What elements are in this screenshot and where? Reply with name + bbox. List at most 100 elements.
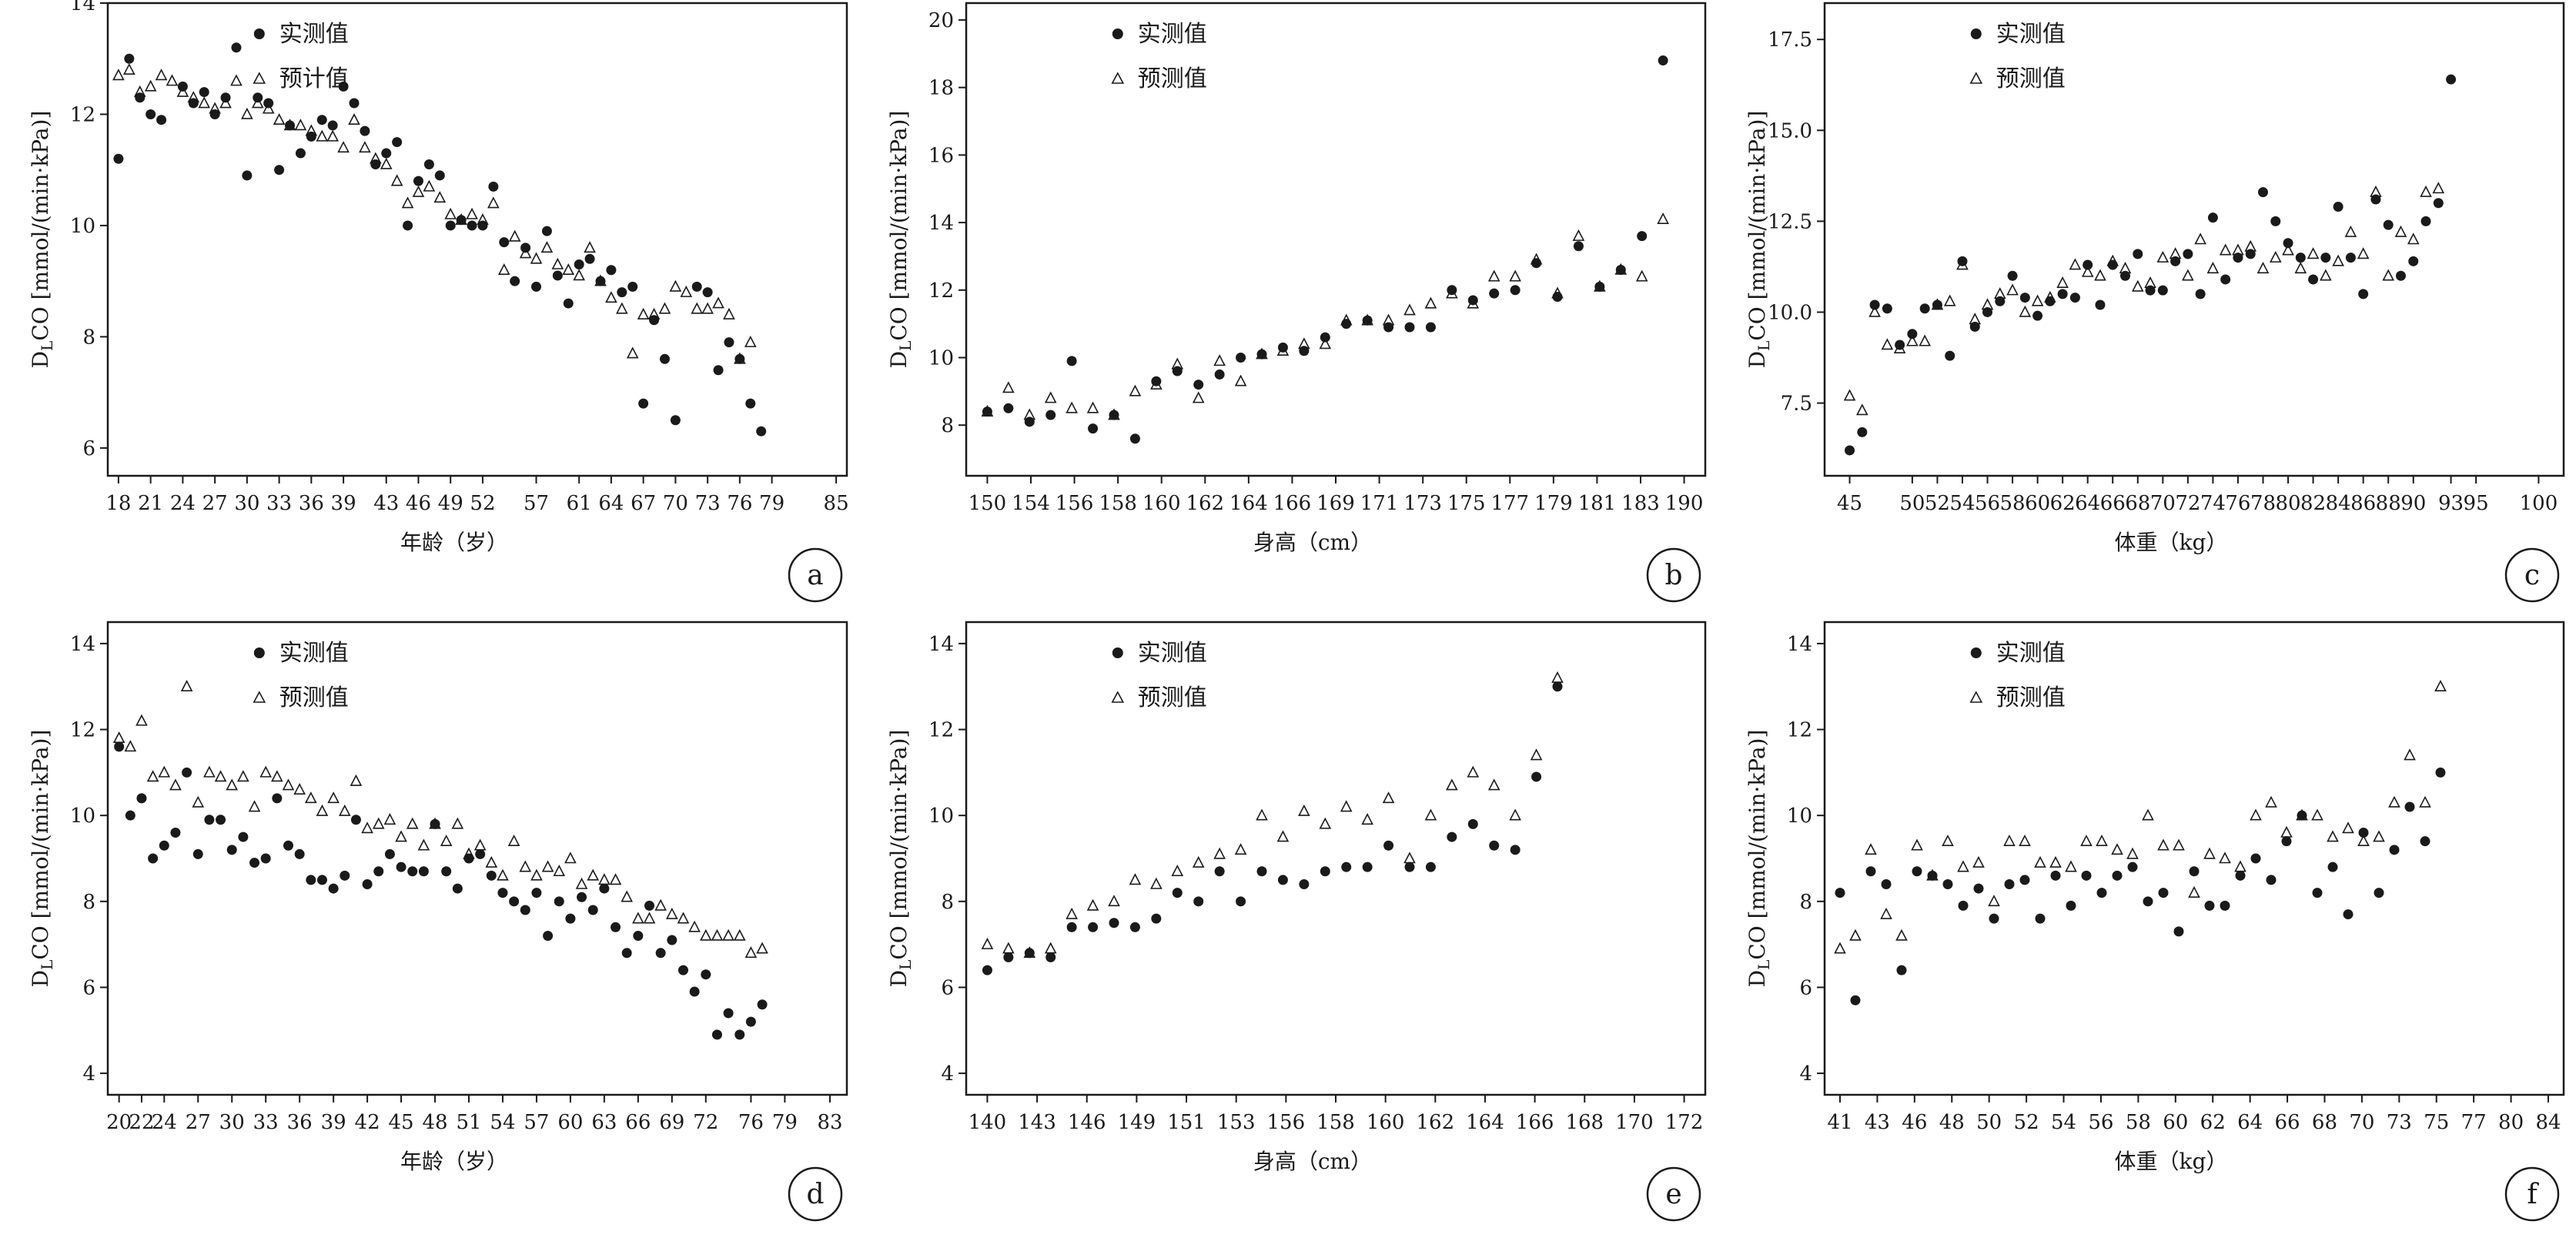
- predicted-point: [273, 112, 286, 125]
- predicted-point: [2282, 243, 2294, 256]
- measured-point: [1236, 353, 1246, 363]
- measured-point: [2035, 913, 2046, 924]
- predicted-point: [2034, 855, 2046, 868]
- measured-point: [1362, 315, 1373, 326]
- predicted-point: [1594, 279, 1606, 292]
- predicted-point: [1066, 401, 1078, 413]
- predicted-point: [2244, 239, 2257, 252]
- x-tick-label: 50: [1899, 492, 1925, 515]
- measured-point: [2019, 293, 2030, 303]
- measured-point: [982, 407, 992, 417]
- measured-point: [1299, 346, 1310, 356]
- measured-point: [1066, 922, 1077, 932]
- legend-marker-predicted: [1969, 691, 1983, 703]
- predicted-point: [632, 912, 644, 924]
- predicted-point: [282, 778, 295, 791]
- predicted-point: [1868, 305, 1881, 317]
- predicted-point: [338, 804, 351, 816]
- measured-point: [691, 281, 702, 292]
- measured-point: [2250, 853, 2261, 864]
- predicted-point: [1509, 269, 1521, 282]
- predicted-point: [734, 352, 746, 364]
- plot-frame: [1823, 2, 2565, 477]
- panel-badge: [788, 547, 843, 603]
- x-tick-label: 166: [1273, 492, 1312, 515]
- measured-point: [756, 426, 767, 437]
- measured-point: [2220, 900, 2230, 911]
- measured-point: [1193, 896, 1204, 907]
- measured-point: [381, 148, 392, 159]
- x-tick-label: 70: [663, 492, 688, 515]
- predicted-point: [1942, 834, 1954, 846]
- measured-point: [327, 120, 338, 131]
- measured-point: [606, 265, 617, 276]
- predicted-point: [1849, 928, 1862, 941]
- predicted-point: [1487, 778, 1500, 791]
- y-axis-label: DLCO [mmol/(min·kPa)]: [1745, 111, 1773, 369]
- predicted-point: [587, 868, 600, 881]
- x-tick-label: 93: [2438, 492, 2464, 515]
- predicted-point: [609, 873, 622, 885]
- x-tick-label: 143: [1018, 1111, 1056, 1134]
- measured-point: [477, 220, 488, 231]
- predicted-point: [2232, 243, 2244, 256]
- measured-point: [734, 1029, 745, 1040]
- measured-point: [370, 159, 381, 169]
- predicted-point: [337, 141, 350, 153]
- predicted-point: [497, 868, 509, 881]
- measured-point: [373, 866, 384, 877]
- measured-point: [125, 810, 135, 821]
- measured-point: [456, 215, 467, 226]
- predicted-point: [350, 774, 363, 786]
- predicted-point: [1023, 946, 1036, 959]
- predicted-point: [680, 285, 693, 297]
- measured-point: [2345, 253, 2356, 263]
- predicted-point: [1467, 296, 1480, 309]
- predicted-point: [417, 838, 430, 851]
- predicted-point: [1551, 671, 1564, 683]
- measured-point: [1881, 878, 1892, 889]
- predicted-point: [2432, 182, 2445, 194]
- panel-badge-letter: f: [2527, 1179, 2539, 1210]
- measured-point: [1024, 417, 1035, 427]
- x-tick-label: 60: [2163, 1111, 2188, 1134]
- measured-point: [713, 365, 724, 376]
- measured-point: [531, 888, 542, 898]
- measured-point: [316, 875, 327, 885]
- scatter-plot-a: 6 8 10 12 14 18 21 24 27 30 33 36 39 43 46 49 52 57 61 64 67…: [28, 0, 849, 603]
- legend-label-predicted: 预计值: [279, 65, 349, 92]
- x-tick-label: 52: [1925, 492, 1950, 515]
- panel-badge: [2504, 547, 2560, 603]
- predicted-point: [2006, 283, 2019, 296]
- predicted-point: [2420, 185, 2432, 197]
- predicted-point: [248, 800, 261, 812]
- predicted-point: [271, 770, 283, 782]
- measured-point: [1835, 888, 1845, 898]
- measured-point: [734, 353, 745, 364]
- predicted-point: [158, 765, 171, 778]
- measured-point: [1850, 995, 1861, 1005]
- predicted-point: [1403, 303, 1416, 316]
- legend-label-measured: 实测值: [279, 640, 349, 667]
- predicted-point: [540, 241, 554, 253]
- predicted-point: [1943, 294, 1956, 306]
- x-tick-label: 190: [1665, 492, 1704, 515]
- measured-point: [1942, 878, 1953, 889]
- predicted-point: [621, 890, 634, 902]
- measured-point: [2389, 845, 2400, 855]
- predicted-point: [1192, 855, 1205, 868]
- predicted-point: [466, 207, 478, 219]
- predicted-point: [361, 821, 373, 834]
- predicted-point: [187, 91, 200, 103]
- measured-point: [306, 875, 316, 885]
- measured-point: [274, 165, 285, 176]
- y-tick-label: 14: [1787, 633, 1812, 656]
- predicted-point: [1865, 843, 1877, 855]
- measured-point: [2312, 888, 2323, 898]
- measured-point: [2057, 289, 2068, 299]
- measured-point: [2066, 900, 2076, 911]
- measured-point: [2270, 216, 2281, 226]
- x-tick-label: 52: [2014, 1111, 2039, 1134]
- predicted-point: [304, 791, 317, 804]
- predicted-point: [551, 257, 564, 269]
